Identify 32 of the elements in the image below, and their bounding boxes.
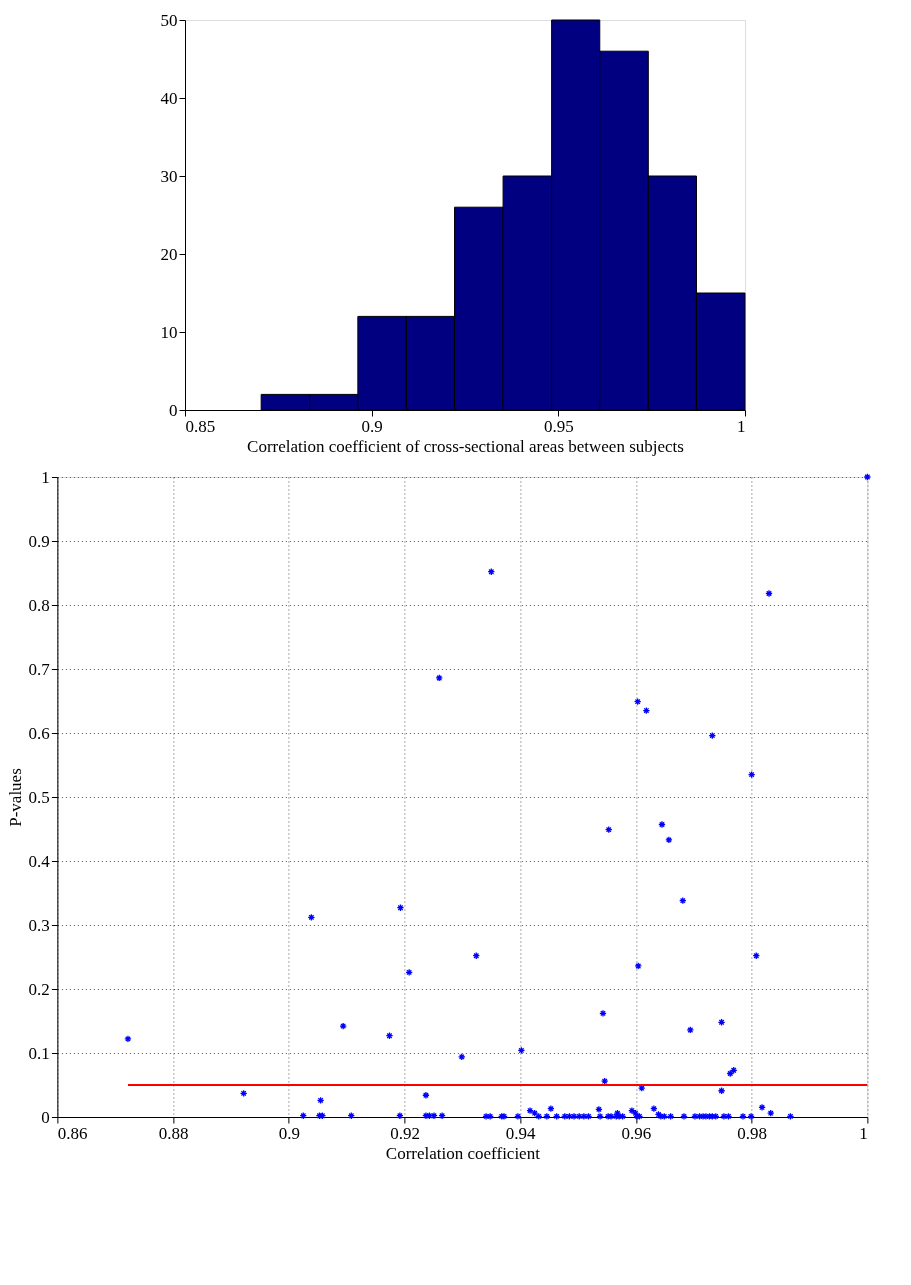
y-tick-label: 0.9 [28, 531, 50, 551]
y-tick-label: 40 [160, 88, 178, 108]
x-axis-title: Correlation coefficient of cross-sectional areas between subjects [247, 436, 684, 456]
x-tick-label: 0.94 [505, 1123, 537, 1143]
y-tick-label: 0.1 [28, 1043, 50, 1063]
y-tick-label: 0.6 [28, 723, 50, 743]
y-tick-label: 30 [160, 166, 178, 186]
x-tick-label: 1 [737, 416, 746, 436]
y-tick-label: 0.5 [28, 787, 50, 807]
x-tick-label: 0.98 [737, 1123, 768, 1143]
x-axis-title: Correlation coefficient [385, 1143, 541, 1163]
y-tick-label: 0 [169, 400, 178, 420]
x-tick-label: 0.85 [185, 416, 216, 436]
y-tick-label: 0.2 [28, 979, 50, 999]
x-tick-label: 0.92 [390, 1123, 420, 1143]
x-tick-label: 0.96 [621, 1123, 652, 1143]
y-tick-label: 1 [41, 467, 50, 487]
x-tick-label: 0.9 [361, 416, 383, 436]
y-axis-title: P-values [5, 768, 25, 827]
x-tick-label: 0.95 [543, 416, 574, 436]
y-tick-label: 0.7 [28, 659, 51, 679]
y-tick-label: 20 [160, 244, 178, 264]
x-tick-label: 0.86 [57, 1123, 88, 1143]
y-tick-label: 0.8 [28, 595, 50, 615]
x-tick-label: 1 [859, 1123, 868, 1143]
x-tick-label: 0.9 [278, 1123, 300, 1143]
y-tick-label: 0.3 [28, 915, 50, 935]
y-tick-label: 0 [41, 1107, 50, 1127]
y-tick-label: 50 [160, 10, 178, 30]
y-tick-label: 10 [160, 322, 178, 342]
y-tick-label: 0.4 [28, 851, 51, 871]
x-tick-label: 0.88 [158, 1123, 189, 1143]
